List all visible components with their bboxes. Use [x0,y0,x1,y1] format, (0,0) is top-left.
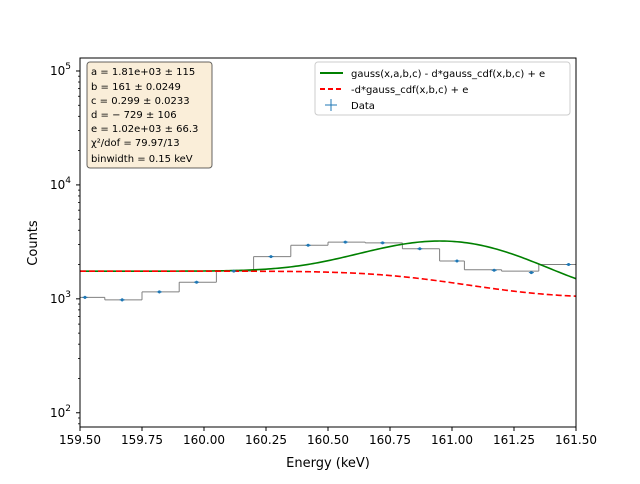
data-point [342,240,348,244]
data-point-marker [381,241,385,245]
data-point-marker [269,255,273,259]
legend-box [314,61,571,116]
y-tick-label: 104 [50,176,71,192]
x-tick-label: 160.25 [245,433,287,447]
x-axis: 159.50 159.75 160.00 160.25 160.50 160.75 161.… [59,427,597,447]
x-tick-label: 159.75 [121,433,163,447]
data-points [82,240,572,302]
legend-label-fit: gauss(x,a,b,c) - d*gauss_cdf(x,b,c) + e [351,69,545,80]
y-tick-label: 103 [50,290,71,306]
x-tick-label: 159.50 [59,433,101,447]
legend-label-background: -d*gauss_cdf(x,b,c) + e [351,85,468,96]
data-point-marker [567,263,571,267]
data-point-marker [195,280,199,284]
data-point-marker [83,295,87,299]
legend-label-data: Data [351,101,375,112]
legend-swatch-data [325,99,337,111]
binwidth: binwidth = 0.15 keV [91,154,193,165]
param-e: e = 1.02e+03 ± 66.3 [91,124,198,135]
fit-curves [80,240,577,298]
data-point-marker [343,240,347,244]
fit-parameter-box-bg [86,61,213,169]
x-tick-label: 160.75 [369,433,411,447]
data-point-marker [157,290,161,294]
data-point-marker [232,269,236,273]
x-tick-label: 160.50 [307,433,349,447]
data-point [454,259,460,263]
background-curve [80,270,577,298]
y-axis: 102 103 104 105 [50,62,80,425]
fit-parameter-box: a = 1.81e+03 ± 115 b = 161 ± 0.0249 c = … [86,61,213,169]
data-point [268,255,274,259]
data-point-marker [492,268,496,272]
chi-square: χ²/dof = 79.97/13 [91,138,180,149]
x-tick-label: 160.00 [183,433,225,447]
data-point-marker [455,259,459,263]
data-point [82,295,88,299]
data-point-marker [120,298,124,302]
data-point [119,298,125,302]
param-c: c = 0.299 ± 0.0233 [91,96,190,107]
x-tick-label: 161.25 [493,433,535,447]
param-a: a = 1.81e+03 ± 115 [91,67,195,78]
data-point [305,243,311,247]
data-point [491,268,497,272]
data-point [231,269,237,273]
data-point [566,263,572,267]
y-axis-label: Counts [26,220,41,266]
param-d: d = − 729 ± 106 [91,110,177,121]
data-point [194,280,200,284]
data-point-marker [418,247,422,251]
data-point [528,271,534,275]
data-point [417,247,423,251]
data-point-marker [306,243,310,247]
x-tick-label: 161.00 [431,433,473,447]
data-point [156,290,162,294]
param-b: b = 161 ± 0.0249 [91,82,181,93]
x-tick-label: 161.50 [555,433,597,447]
data-point [380,241,386,245]
y-tick-label: 102 [50,404,71,420]
legend: gauss(x,a,b,c) - d*gauss_cdf(x,b,c) + e … [314,61,571,116]
x-axis-label: Energy (keV) [286,456,370,471]
y-tick-label: 105 [50,62,71,78]
data-point-marker [529,271,533,275]
